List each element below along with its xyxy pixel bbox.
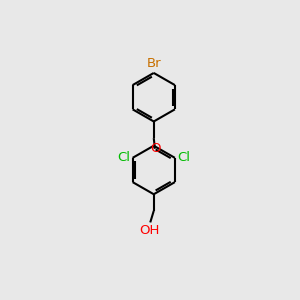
Text: Cl: Cl <box>178 152 191 164</box>
Text: Br: Br <box>146 57 161 70</box>
Text: OH: OH <box>139 224 159 237</box>
Text: O: O <box>150 142 161 155</box>
Text: Cl: Cl <box>117 152 130 164</box>
